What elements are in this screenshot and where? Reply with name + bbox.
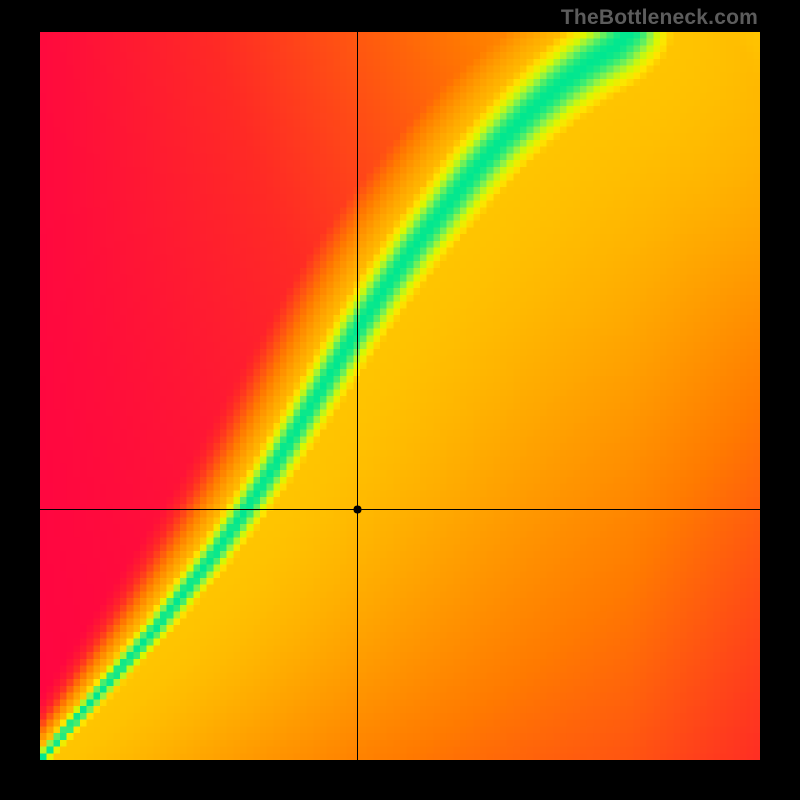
plot-area [40, 32, 760, 760]
chart-frame: TheBottleneck.com [0, 0, 800, 800]
watermark-text: TheBottleneck.com [561, 6, 758, 30]
crosshair-overlay [40, 32, 760, 760]
